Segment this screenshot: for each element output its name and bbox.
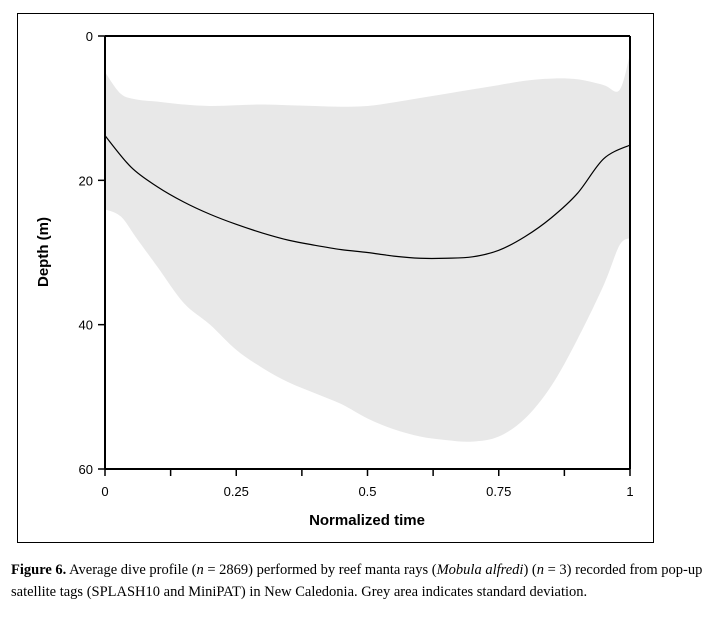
caption-text-2: = 2869) performed by reef manta rays ( <box>203 562 437 578</box>
caption-text-1: Average dive profile ( <box>66 562 197 578</box>
ticks-layer <box>98 35 631 476</box>
y-tick-label: 20 <box>79 173 93 188</box>
y-tick-label: 40 <box>79 318 93 333</box>
x-tick-label: 0.5 <box>358 484 376 499</box>
x-tick-label: 0.25 <box>224 484 249 499</box>
y-axis-title: Depth (m) <box>35 217 52 287</box>
y-tick-label: 60 <box>79 462 93 477</box>
caption-text-3: ) ( <box>523 562 537 578</box>
sd-band-area <box>105 54 630 442</box>
y-tick-label: 0 <box>86 29 93 44</box>
dive-profile-chart: 0 0.25 0.5 0.75 1 0 20 40 60 Normalized time Dep… <box>35 29 634 529</box>
mean-line-layer <box>104 135 631 260</box>
figure-caption: Figure 6. Average dive profile (n = 2869… <box>11 559 715 603</box>
caption-text-4: = 3) recorded from pop-up satellite tags… <box>11 562 703 600</box>
mean-depth-line <box>104 135 631 260</box>
x-tick-label: 0.75 <box>486 484 511 499</box>
x-tick-label: 1 <box>626 484 633 499</box>
tick-labels-layer: 0 0.25 0.5 0.75 1 0 20 40 60 <box>79 29 634 499</box>
x-axis-title: Normalized time <box>309 512 425 529</box>
figure-frame <box>17 13 654 543</box>
x-tick-label: 0 <box>101 484 108 499</box>
sd-band-layer <box>105 54 630 442</box>
caption-species: Mobula alfredi <box>436 562 524 578</box>
caption-n-symbol-1: n <box>196 562 204 578</box>
caption-n-symbol-2: n <box>536 562 544 578</box>
caption-label: Figure 6. <box>11 562 67 578</box>
